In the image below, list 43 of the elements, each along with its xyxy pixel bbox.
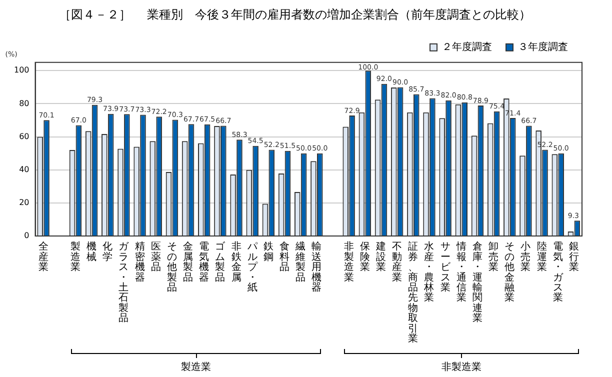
x-tick-label: パルプ・紙	[246, 242, 258, 294]
y-tick-label: 60	[19, 132, 30, 141]
x-tick-label: 電気機器	[199, 242, 210, 284]
x-tick-label: ガラス・土石製品	[118, 242, 130, 324]
legend-label: ３年度調査	[518, 40, 568, 53]
x-tick-label: 精密機器	[134, 240, 145, 284]
text: 製造業	[181, 360, 212, 374]
x-tick-label: 製造業	[70, 240, 80, 274]
category-label: 証券、商品先物取引業	[408, 242, 418, 344]
x-tick-label: 銀行業	[568, 242, 579, 274]
x-tick-label: 金属製品	[183, 240, 194, 284]
x-tick-label: 全産業	[38, 240, 48, 274]
text: 非製造業	[441, 360, 482, 374]
x-tick-label: 繊維製品	[294, 240, 306, 284]
x-tick-label: 倉庫・運輸関連業	[472, 240, 482, 324]
x-tick-label: 建設業	[374, 240, 386, 274]
x-tick-label: 水産・農林業	[423, 240, 434, 304]
x-tick-label: 陸運業	[536, 240, 547, 274]
y-tick-label: 80	[19, 98, 30, 108]
x-tick-label: 保険業	[360, 242, 370, 274]
x-tick-label: 鉄鋼	[263, 240, 274, 263]
x-tick-label: サービス業	[440, 242, 452, 294]
x-tick-label: 機械	[86, 240, 97, 263]
x-tick-label: 不動産業	[392, 242, 402, 284]
y-tick-label: 20	[19, 198, 30, 208]
x-tick-label: 食料品	[280, 240, 290, 274]
y-tick-label: 0	[24, 231, 30, 240]
x-tick-label: 卸売業	[488, 240, 499, 274]
chart-title: ［図４－２］ 業種別 今後３年間の雇用者数の増加企業割合（前年度調査との比較）	[59, 7, 531, 22]
x-tick-label: 情報・通信業	[455, 240, 466, 304]
x-tick-label: 非鉄金属	[231, 240, 242, 284]
x-tick-label: 医薬品	[150, 242, 161, 274]
legend-label: ２年度調査	[442, 40, 492, 53]
x-tick-label: 輸送用機器	[312, 240, 322, 294]
y-tick-label: 40	[19, 164, 30, 174]
x-tick-label: 化学	[102, 240, 113, 263]
x-tick-label: その他金融業	[504, 242, 515, 304]
y-tick-label: 100	[14, 66, 30, 75]
x-tick-label: 小売業	[520, 240, 531, 274]
x-tick-label: 非製造業	[344, 240, 354, 284]
x-tick-label: 電気・ガス業	[552, 242, 564, 304]
x-tick-label: ゴム製品	[215, 240, 226, 284]
x-tick-label: その他製品	[166, 242, 177, 294]
